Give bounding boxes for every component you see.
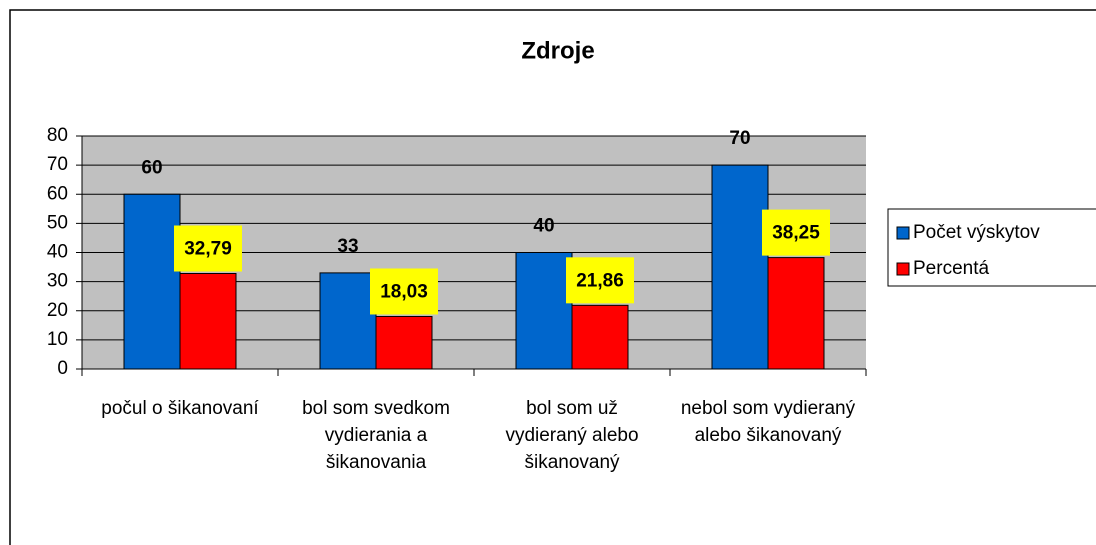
bar: [179, 272, 237, 370]
data-label-box: [174, 225, 242, 272]
x-tick-label: nebol som vydieraný alebo šikanovaný: [680, 398, 856, 446]
data-label: 70: [729, 128, 750, 149]
data-label: 40: [533, 216, 554, 237]
bar: [767, 257, 825, 370]
legend-label: Percentá: [913, 258, 989, 279]
y-tick-label: 20: [47, 300, 68, 321]
y-tick-label: 10: [47, 329, 68, 350]
legend-swatch: [896, 226, 910, 240]
y-tick-label: 50: [47, 212, 68, 233]
data-label: 18,03: [380, 282, 428, 303]
y-tick-label: 70: [47, 154, 68, 175]
data-label: 33: [337, 236, 358, 257]
bar: [711, 164, 769, 370]
data-label-box: [370, 268, 438, 315]
data-label: 38,25: [772, 223, 820, 244]
data-label: 21,86: [576, 270, 624, 291]
bar: [571, 304, 629, 370]
bar: [123, 193, 181, 370]
data-label: 32,79: [184, 239, 232, 260]
data-label-box: [762, 209, 830, 256]
y-tick-label: 60: [47, 183, 68, 204]
y-tick-label: 80: [47, 125, 68, 146]
bar: [515, 252, 573, 370]
x-tick-label: bol som už vydieraný alebo šikanovaný: [505, 398, 639, 473]
y-tick-label: 40: [47, 242, 68, 263]
y-tick-label: 0: [57, 358, 68, 379]
y-tick-label: 30: [47, 271, 68, 292]
x-tick-label: počul o šikanovaní: [101, 398, 259, 419]
bar: [319, 272, 377, 370]
x-tick-label: bol som svedkom vydierania a šikanovania: [302, 398, 450, 473]
chart-title: Zdroje: [521, 37, 594, 64]
bar: [375, 315, 433, 370]
data-label-box: [566, 257, 634, 304]
legend-swatch: [896, 262, 910, 276]
legend-label: Počet výskytov: [913, 222, 1040, 243]
data-label: 60: [141, 157, 162, 178]
legend-box: [887, 208, 1096, 287]
